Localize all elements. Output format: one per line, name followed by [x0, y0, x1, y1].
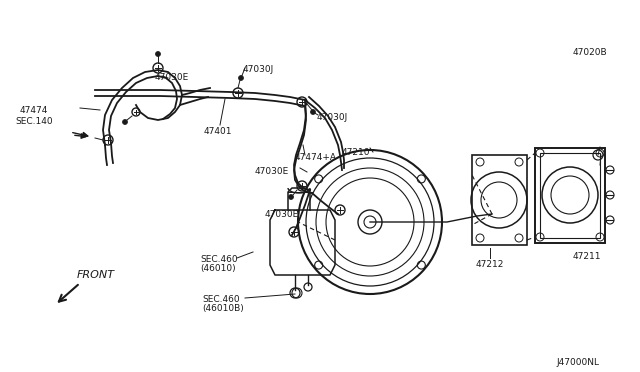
Text: 47020B: 47020B	[573, 48, 607, 57]
Text: 47030E: 47030E	[255, 167, 289, 176]
Text: 47212: 47212	[476, 260, 504, 269]
Text: 47030E: 47030E	[155, 73, 189, 82]
Bar	[540, 153, 600, 238]
Circle shape	[122, 119, 127, 125]
Circle shape	[156, 51, 161, 57]
Circle shape	[239, 76, 243, 80]
Text: (46010B): (46010B)	[202, 304, 244, 313]
Text: 47030J: 47030J	[317, 113, 348, 122]
Text: 47474: 47474	[20, 106, 49, 115]
Text: SEC.140: SEC.140	[15, 117, 52, 126]
Text: 47474+A: 47474+A	[295, 153, 337, 162]
Circle shape	[310, 109, 316, 115]
Text: 47030E: 47030E	[265, 210, 300, 219]
Text: SEC.460: SEC.460	[202, 295, 239, 304]
Text: FRONT: FRONT	[77, 270, 115, 280]
Text: (46010): (46010)	[200, 264, 236, 273]
Bar	[472, 155, 527, 245]
Bar	[535, 148, 605, 243]
Circle shape	[289, 195, 294, 199]
Text: 47211: 47211	[573, 252, 602, 261]
Text: 47030J: 47030J	[243, 65, 275, 74]
Text: 47210: 47210	[342, 148, 371, 157]
Text: 47401: 47401	[204, 127, 232, 136]
Text: J47000NL: J47000NL	[556, 358, 599, 367]
Text: SEC.460: SEC.460	[200, 255, 237, 264]
